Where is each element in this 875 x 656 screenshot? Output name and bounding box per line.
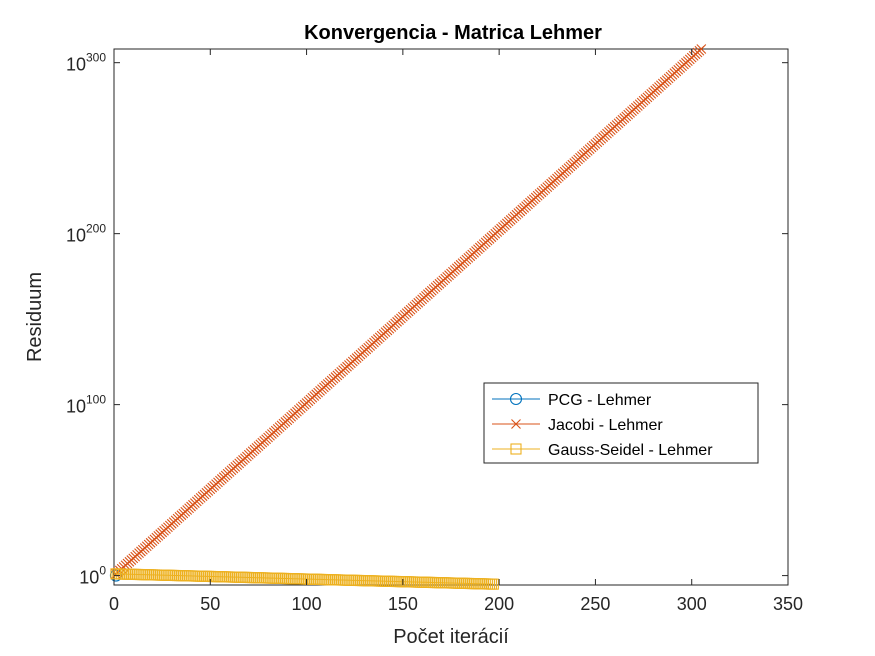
x-ticks: 0 50 100 150 200 250 300 350 <box>109 49 803 614</box>
y-tick-label: 10300 <box>66 51 106 75</box>
x-tick-label: 0 <box>109 594 119 614</box>
y-axis-label: Residuum <box>24 272 46 362</box>
legend-label: PCG - Lehmer <box>548 392 652 409</box>
legend-item: PCG - Lehmer <box>492 392 652 409</box>
y-tick-label: 10200 <box>66 222 106 246</box>
series-1 <box>111 44 707 579</box>
x-tick-label: 350 <box>773 594 803 614</box>
series-2 <box>110 568 499 590</box>
chart-title: Konvergencia - Matrica Lehmer <box>304 22 602 44</box>
x-tick-label: 150 <box>388 594 418 614</box>
legend-box <box>483 382 759 464</box>
legend-marker <box>510 443 522 455</box>
x-tick-label: 200 <box>484 594 514 614</box>
x-tick-label: 50 <box>200 594 220 614</box>
series-layer <box>109 44 707 590</box>
y-tick-base: 10 <box>66 397 86 417</box>
data-point <box>696 44 707 54</box>
legend-marker <box>511 419 521 429</box>
y-tick-label: 100 <box>79 564 106 588</box>
legend: PCG - Lehmer Jacobi - Lehmer Gauss-Seidel … <box>483 382 759 464</box>
legend-item: Jacobi - Lehmer <box>492 417 663 434</box>
x-tick-label: 100 <box>292 594 322 614</box>
y-tick-exponent: 300 <box>86 51 106 65</box>
legend-label: Gauss-Seidel - Lehmer <box>548 442 713 459</box>
y-tick-base: 10 <box>66 55 86 75</box>
y-tick-base: 10 <box>79 568 99 588</box>
legend-items: PCG - Lehmer Jacobi - Lehmer Gauss-Seidel … <box>492 392 713 459</box>
x-tick-label: 250 <box>580 594 610 614</box>
y-tick-label: 10100 <box>66 393 106 417</box>
data-point <box>487 578 499 590</box>
legend-label: Jacobi - Lehmer <box>548 417 663 434</box>
y-tick-base: 10 <box>66 226 86 246</box>
y-tick-exponent: 100 <box>86 393 106 407</box>
legend-marker <box>509 392 523 406</box>
y-tick-exponent: 0 <box>99 564 106 578</box>
y-tick-exponent: 200 <box>86 222 106 236</box>
x-tick-label: 300 <box>677 594 707 614</box>
x-axis-label: Počet iterácií <box>393 626 509 648</box>
legend-item: Gauss-Seidel - Lehmer <box>492 442 713 459</box>
axes-box <box>113 48 789 586</box>
